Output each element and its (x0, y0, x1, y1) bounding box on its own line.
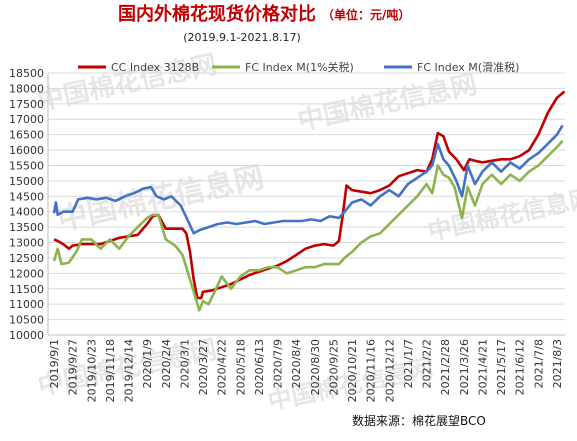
x-tick-label: 2021/4/21 (476, 339, 489, 395)
y-tick-label: 18000 (9, 82, 44, 95)
x-tick-label: 2021/2/28 (439, 339, 452, 395)
y-tick-label: 11000 (9, 298, 44, 311)
x-tick-label: 2020/12/12 (383, 339, 396, 402)
x-tick-label: 2020/7/9 (272, 339, 285, 388)
x-tick-label: 2019/9/27 (67, 339, 80, 395)
chart-unit: （单位：元/吨） (322, 7, 410, 22)
chart-source: 数据来源：棉花展望BCO (352, 413, 486, 428)
x-tick-label: 2021/8/3 (551, 339, 564, 388)
x-tick-label: 2019/9/1 (48, 339, 61, 388)
x-tick-label: 2021/6/12 (514, 339, 527, 395)
series-line-1 (53, 90, 566, 300)
y-tick-label: 16500 (9, 129, 44, 142)
y-tick-label: 17500 (9, 98, 44, 111)
y-tick-label: 12000 (9, 267, 44, 280)
y-tick-label: 17000 (9, 113, 44, 126)
chart-title: 国内外棉花现货价格对比 (118, 3, 316, 25)
y-tick-label: 12500 (9, 252, 44, 265)
y-tick-label: 18500 (9, 67, 44, 80)
x-tick-label: 2021/2/2 (421, 339, 434, 388)
y-tick-label: 14000 (9, 206, 44, 219)
x-tick-label: 2020/8/30 (309, 339, 322, 395)
x-tick-label: 2020/10/21 (346, 339, 359, 402)
x-tick-label: 2020/3/27 (197, 339, 210, 395)
x-tick-label: 2020/2/4 (160, 339, 173, 388)
x-tick-label: 2020/6/13 (253, 339, 266, 395)
x-tick-label: 2021/5/17 (495, 339, 508, 395)
x-tick-label: 2021/7/8 (532, 339, 545, 388)
x-tick-label: 2020/4/22 (216, 339, 229, 395)
y-tick-label: 11500 (9, 283, 44, 296)
y-tick-label: 13500 (9, 221, 44, 234)
x-tick-label: 2020/1/9 (141, 339, 154, 388)
x-tick-label: 2021/3/26 (458, 339, 471, 395)
x-tick-label: 2020/9/25 (327, 339, 340, 395)
series-line-2 (52, 139, 564, 312)
x-tick-label: 2019/12/14 (123, 339, 136, 402)
x-tick-label: 2020/8/4 (290, 339, 303, 388)
series-line-3 (52, 124, 564, 235)
legend-label: FC Index M(滑准税) (417, 60, 519, 74)
x-tick-label: 2019/10/23 (85, 339, 98, 402)
series-layer (52, 90, 566, 312)
chart-subtitle: (2019.9.1-2021.8.17) (183, 31, 301, 44)
y-tick-label: 16000 (9, 144, 44, 157)
x-tick-label: 2020/3/1 (178, 339, 191, 388)
legend-label: FC Index M(1%关税) (245, 60, 354, 74)
legend-label: CC Index 3128B (111, 61, 199, 74)
x-axis: 2019/9/1 2019/9/27 2019/10/23 2019/11/18 201… (48, 339, 564, 402)
y-tick-label: 10500 (9, 314, 44, 327)
x-tick-label: 2019/11/18 (104, 339, 117, 402)
x-tick-label: 2020/5/18 (234, 339, 247, 395)
y-tick-label: 10000 (9, 329, 44, 342)
legend: CC Index 3128B FC Index M(1%关税) FC Index M… (78, 60, 519, 74)
y-tick-label: 14500 (9, 190, 44, 203)
y-tick-label: 15000 (9, 175, 44, 188)
y-tick-label: 13000 (9, 237, 44, 250)
y-axis: 10000 10500 11000 11500 12000 12500 13000 13500… (9, 67, 565, 342)
x-tick-label: 2020/11/16 (365, 339, 378, 402)
x-tick-label: 2021/1/7 (402, 339, 415, 388)
y-tick-label: 15500 (9, 159, 44, 172)
